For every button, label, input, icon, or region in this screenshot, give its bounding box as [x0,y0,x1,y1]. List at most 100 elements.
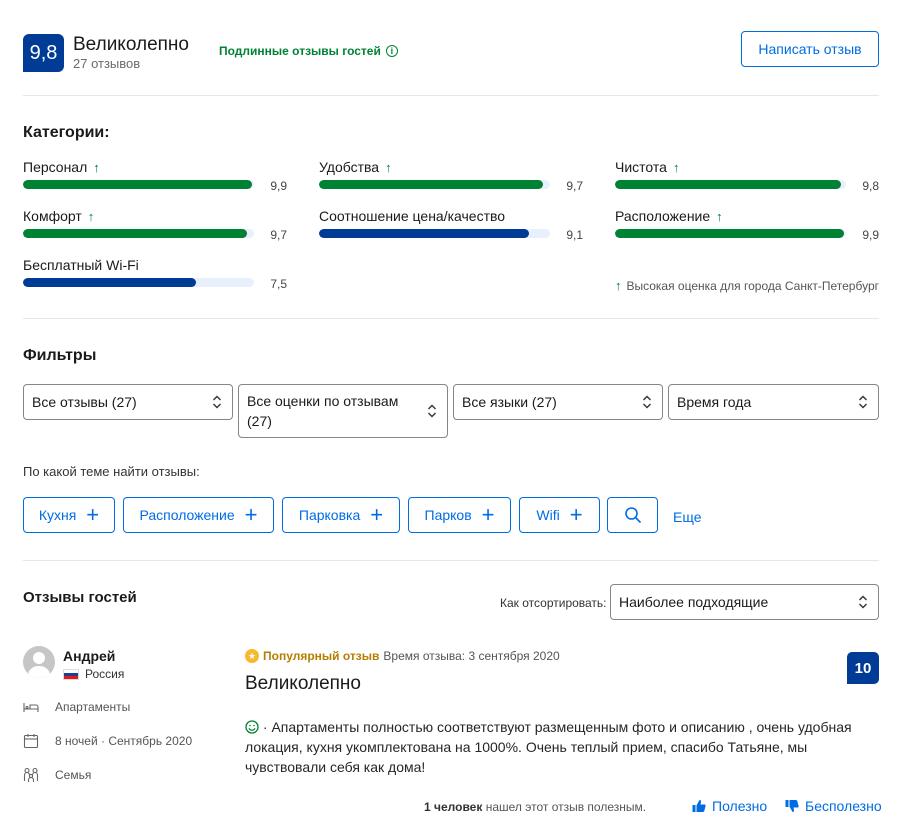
filter-select[interactable]: Все языки (27) [453,384,663,420]
traveler-type: Семья [23,767,91,783]
category-item: Расположение ↑ 9,9 [615,207,879,242]
topic-question: По какой теме найти отзывы: [23,464,200,479]
topic-chip[interactable]: Wifi + [519,497,600,533]
genuine-reviews-label: Подлинные отзывы гостей [219,44,381,58]
helpful-button[interactable]: Полезно [692,798,767,814]
stay-info: 8 ночей · Сентябрь 2020 [23,733,192,749]
arrow-up-icon: ↑ [87,208,95,224]
plus-icon: + [481,502,495,527]
topic-chip[interactable]: Кухня + [23,497,115,533]
review-text-body: · Апартаменты полностью соответствуют ра… [245,719,852,775]
bed-icon [23,703,39,712]
room-type: Апартаменты [23,699,130,715]
topic-chip-label: Расположение [139,507,235,523]
category-name: Соотношение цена/качество [319,208,506,224]
sort-select-value: Наиболее подходящие [619,594,769,610]
info-icon[interactable]: i [385,45,398,57]
not-helpful-button[interactable]: Бесполезно [785,798,882,814]
helpful-suffix: нашел этот отзыв полезным. [485,800,647,814]
high-score-legend: ↑ Высокая оценка для города Санкт-Петерб… [615,278,879,293]
category-item: Бесплатный Wi-Fi 7,5 [23,256,287,291]
topic-chip[interactable]: Парковка + [282,497,400,533]
category-name: Чистота [615,159,667,175]
overall-score-word: Великолепно [73,34,189,55]
category-name: Бесплатный Wi-Fi [23,257,139,273]
topic-chip[interactable]: Парков + [408,497,511,533]
category-bar [23,278,254,287]
helpful-count: 1 человек нашел этот отзыв полезным. [424,800,646,814]
category-value: 9,1 [566,228,583,242]
category-item: Удобства ↑ 9,7 [319,158,583,193]
helpful-people: 1 человек [424,800,483,814]
chevron-updown-icon [427,404,437,418]
topic-search-button[interactable] [607,497,658,533]
filter-select[interactable]: Все отзывы (27) [23,384,233,420]
review-score-badge: 10 [847,652,879,684]
category-bar-fill [319,180,544,189]
category-value: 9,9 [862,228,879,242]
category-name: Расположение [615,208,711,224]
filter-select[interactable]: Все оценки по отзывам (27) [238,384,448,438]
filters-title: Фильтры [23,347,97,364]
category-bar [23,229,254,238]
topic-chip-label: Wifi [536,507,560,523]
smile-icon [245,720,259,734]
reviews-title: Отзывы гостей [23,589,137,606]
divider [23,318,879,319]
category-bar-fill [319,229,530,238]
category-label: Бесплатный Wi-Fi [23,256,287,274]
category-bar [319,180,550,189]
filter-select-value: Все языки (27) [462,394,557,410]
star-icon: ★ [245,649,259,663]
category-bar [23,180,254,189]
family-icon [23,767,39,782]
review-title: Великолепно [245,673,361,694]
category-label: Персонал ↑ [23,158,287,176]
topic-chip-label: Кухня [38,507,77,523]
review-date: Время отзыва: 3 сентября 2020 [383,649,560,663]
category-label: Удобства ↑ [319,158,583,176]
divider [23,95,879,96]
category-value: 9,7 [566,179,583,193]
category-bar [615,229,846,238]
reviewer-country-label: Россия [85,667,125,681]
topic-chip-label: Парков [424,507,472,523]
reviewer-country: Россия [63,667,124,681]
genuine-reviews-note[interactable]: Подлинные отзывы гостей i [219,44,398,58]
review-header-line: ★ Популярный отзыв Время отзыва: 3 сентя… [245,649,560,663]
plus-icon: + [244,502,258,527]
chevron-updown-icon [642,395,652,409]
filter-select[interactable]: Время года [668,384,879,420]
room-type-label: Апартаменты [55,700,131,714]
write-review-button[interactable]: Написать отзыв [741,31,879,67]
more-topics-link[interactable]: Еще [673,509,702,525]
sort-select[interactable]: Наиболее подходящие [610,584,879,620]
topic-chip[interactable]: Расположение + [123,497,274,533]
high-score-legend-text: Высокая оценка для города Санкт-Петербур… [626,278,879,293]
divider [23,560,879,561]
avatar [23,646,55,678]
arrow-up-icon: ↑ [716,208,723,224]
category-item: Чистота ↑ 9,8 [615,158,879,193]
plus-icon: + [86,502,100,527]
chevron-updown-icon [858,395,868,409]
popular-review-label: Популярный отзыв [263,649,380,663]
arrow-up-icon: ↑ [672,159,680,175]
category-value: 9,8 [862,179,879,193]
category-bar [319,229,550,238]
chevron-updown-icon [858,595,868,609]
review-count: 27 отзывов [73,56,141,71]
filter-select-value: Время года [677,394,752,410]
stay-info-label: 8 ночей · Сентябрь 2020 [55,734,193,748]
category-name: Персонал [23,159,88,175]
filter-select-value: Все оценки по отзывам (27) [247,393,399,429]
category-bar-fill [23,180,252,189]
arrow-up-icon: ↑ [93,159,100,175]
category-item: Комфорт ↑ 9,7 [23,207,287,242]
category-label: Расположение ↑ [615,207,879,225]
category-bar-fill [23,278,197,287]
review-text: · Апартаменты полностью соответствуют ра… [245,717,865,777]
traveler-type-label: Семья [55,768,92,782]
helpful-label: Полезно [712,798,768,814]
thumbs-up-icon [692,800,706,812]
